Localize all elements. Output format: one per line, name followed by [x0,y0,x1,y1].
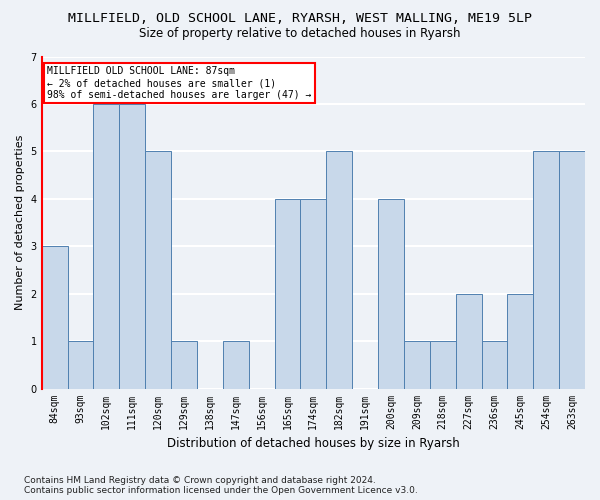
Bar [404,341,430,388]
Bar [482,341,508,388]
Bar [171,341,197,388]
Bar [455,294,482,388]
Bar [275,199,301,388]
Y-axis label: Number of detached properties: Number of detached properties [15,135,25,310]
Bar [41,246,68,388]
Bar [559,152,585,388]
X-axis label: Distribution of detached houses by size in Ryarsh: Distribution of detached houses by size … [167,437,460,450]
Text: Size of property relative to detached houses in Ryarsh: Size of property relative to detached ho… [139,28,461,40]
Bar [301,199,326,388]
Text: MILLFIELD, OLD SCHOOL LANE, RYARSH, WEST MALLING, ME19 5LP: MILLFIELD, OLD SCHOOL LANE, RYARSH, WEST… [68,12,532,26]
Bar [119,104,145,389]
Bar [223,341,248,388]
Text: Contains HM Land Registry data © Crown copyright and database right 2024.
Contai: Contains HM Land Registry data © Crown c… [24,476,418,495]
Bar [430,341,455,388]
Bar [326,152,352,388]
Bar [94,104,119,389]
Bar [68,341,94,388]
Bar [145,152,171,388]
Bar [533,152,559,388]
Bar [508,294,533,388]
Bar [378,199,404,388]
Text: MILLFIELD OLD SCHOOL LANE: 87sqm
← 2% of detached houses are smaller (1)
98% of : MILLFIELD OLD SCHOOL LANE: 87sqm ← 2% of… [47,66,311,100]
